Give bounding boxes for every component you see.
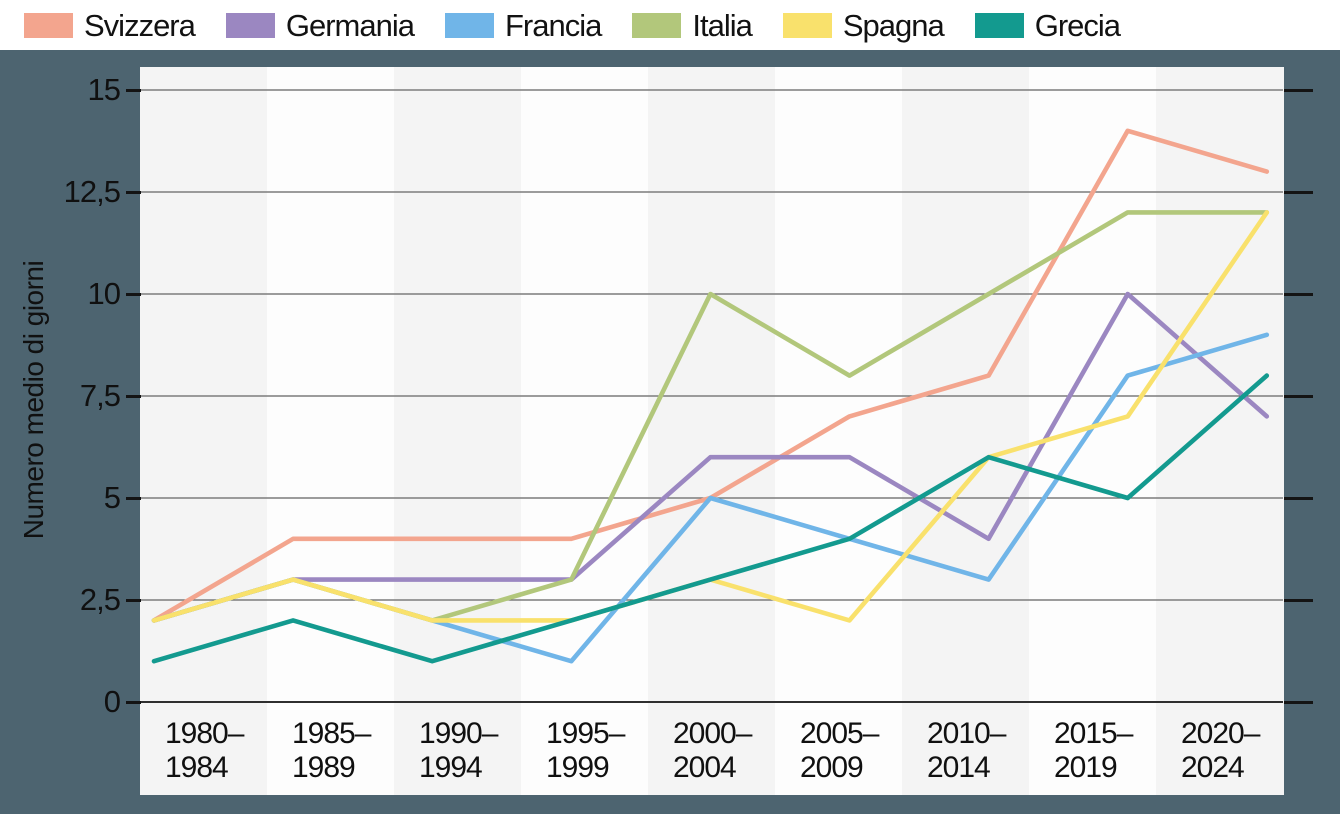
series-line-germania <box>151 291 1270 623</box>
legend-item-germania: Germania <box>225 7 415 43</box>
legend-item-grecia: Grecia <box>974 7 1121 43</box>
x-tick-label: 2000– 2004 <box>673 717 752 785</box>
y-tick-mark-right <box>1284 88 1313 92</box>
x-tick-label: 2005– 2009 <box>800 717 879 785</box>
legend-swatch-icon <box>444 12 494 38</box>
y-tick-label: 12,5 <box>63 174 121 209</box>
x-tick-label: 2015– 2019 <box>1054 717 1133 785</box>
x-tick-label-line2: 2024 <box>1181 751 1245 784</box>
y-tick-mark-left <box>126 292 141 296</box>
y-tick-mark-left <box>126 88 141 92</box>
legend-label: Francia <box>504 7 602 43</box>
y-tick-mark-left <box>126 598 141 602</box>
legend-label: Germania <box>285 7 415 43</box>
x-tick-label-line2: 2019 <box>1054 751 1118 784</box>
y-tick-mark-left <box>126 496 141 500</box>
line-chart <box>140 89 1283 703</box>
x-tick-label-line2: 1994 <box>419 751 483 784</box>
x-tick-label-line1: 2020– <box>1181 717 1260 750</box>
legend-swatch-icon <box>782 12 832 38</box>
x-tick-label-line2: 2014 <box>927 751 991 784</box>
legend-swatch-icon <box>632 12 682 38</box>
x-tick-label-line1: 1980– <box>165 717 244 750</box>
legend-swatch-icon <box>974 12 1024 38</box>
background-band <box>648 67 776 795</box>
x-tick-label-line1: 1995– <box>546 717 625 750</box>
background-band <box>1156 67 1284 795</box>
x-tick-label: 1980– 1984 <box>165 717 244 785</box>
legend-bar: Svizzera Germania Francia Italia Spagna Greci… <box>0 0 1340 50</box>
legend-label: Svizzera <box>84 7 196 43</box>
x-tick-label-line1: 1985– <box>292 717 371 750</box>
y-tick-label: 0 <box>103 684 121 719</box>
legend-label: Spagna <box>842 7 945 43</box>
y-tick-mark-left <box>126 190 141 194</box>
x-tick-label-line2: 1999 <box>546 751 610 784</box>
y-tick-mark-right <box>1284 598 1313 602</box>
series-line-svizzera <box>151 128 1270 623</box>
x-tick-label-line2: 2009 <box>800 751 864 784</box>
background-band <box>140 67 268 795</box>
legend-item-francia: Francia <box>444 7 602 43</box>
x-tick-label-line1: 1990– <box>419 717 498 750</box>
background-band <box>394 67 522 795</box>
x-tick-label-line1: 2005– <box>800 717 879 750</box>
legend-label: Grecia <box>1034 7 1121 43</box>
y-tick-mark-right <box>1284 292 1313 296</box>
plot-area <box>140 67 1284 795</box>
y-tick-mark-right <box>1284 394 1313 398</box>
legend-label: Italia <box>692 7 752 43</box>
background-band <box>267 67 395 795</box>
legend-swatch-icon <box>24 12 73 38</box>
y-tick-label: 2,5 <box>79 582 121 617</box>
y-tick-mark-right <box>1284 496 1313 500</box>
y-tick-mark-right <box>1284 700 1313 704</box>
background-band <box>775 67 903 795</box>
x-tick-label: 1995– 1999 <box>546 717 625 785</box>
x-tick-label-line1: 2015– <box>1054 717 1133 750</box>
x-tick-label-line2: 2004 <box>673 751 737 784</box>
x-tick-label: 2010– 2014 <box>927 717 1006 785</box>
y-tick-label: 5 <box>103 480 121 515</box>
series-line-grecia <box>151 373 1270 664</box>
y-tick-mark-right <box>1284 190 1313 194</box>
y-tick-mark-left <box>126 394 141 398</box>
y-tick-mark-left <box>126 700 141 704</box>
legend-item-spagna: Spagna <box>782 7 945 43</box>
background-band <box>902 67 1030 795</box>
x-tick-label-line2: 1984 <box>165 751 229 784</box>
legend-item-italia: Italia <box>632 7 753 43</box>
y-tick-label: 15 <box>87 72 121 107</box>
x-tick-label-line1: 2000– <box>673 717 752 750</box>
y-tick-label: 10 <box>87 276 121 311</box>
legend-item-svizzera: Svizzera <box>24 7 196 43</box>
x-tick-label: 1985– 1989 <box>292 717 371 785</box>
y-tick-label: 7,5 <box>79 378 121 413</box>
legend-swatch-icon <box>225 12 275 38</box>
background-band <box>521 67 649 795</box>
x-tick-label: 1990– 1994 <box>419 717 498 785</box>
legend: Svizzera Germania Francia Italia Spagna Greci… <box>24 0 1121 50</box>
x-tick-label-line1: 2010– <box>927 717 1006 750</box>
x-tick-label-line2: 1989 <box>292 751 356 784</box>
x-tick-label: 2020– 2024 <box>1181 717 1260 785</box>
